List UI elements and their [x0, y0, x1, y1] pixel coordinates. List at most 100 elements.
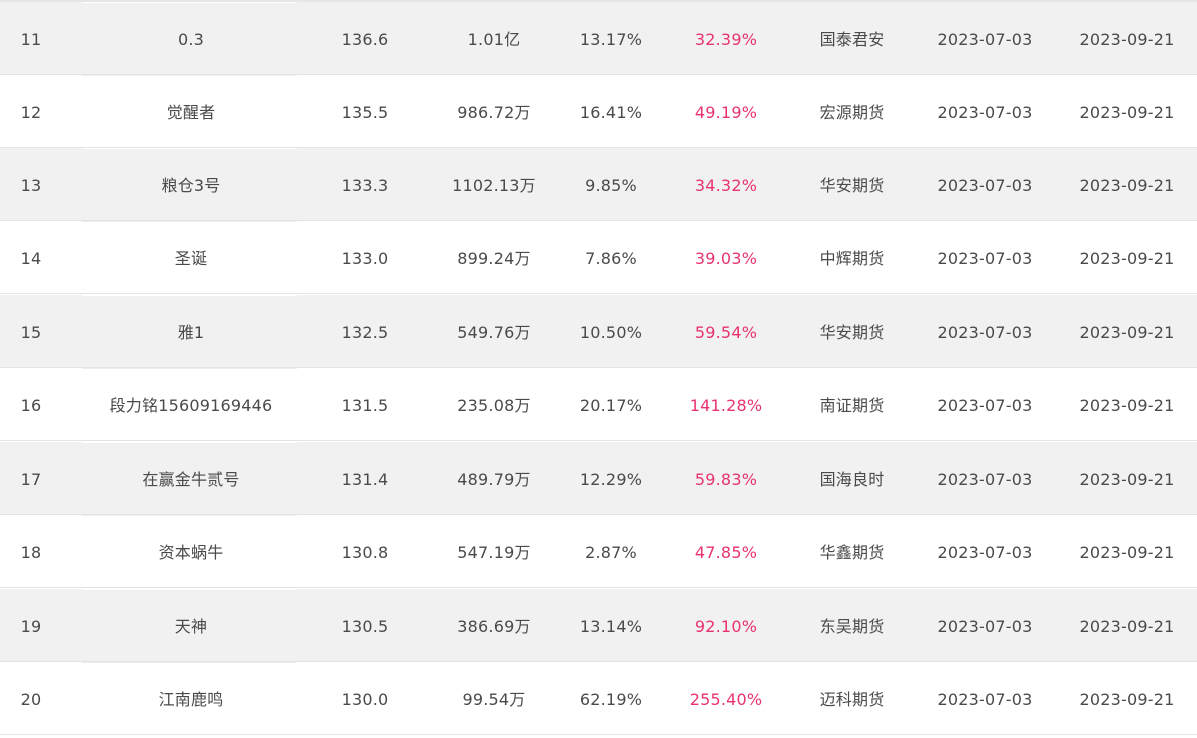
- broker-cell: 国海良时: [819, 470, 885, 489]
- table-row: 11 0.3 136.6 1.01亿 13.17% 32.39% 国泰君安 20…: [0, 2, 1197, 75]
- account-name-cell: 粮仓3号: [161, 176, 221, 195]
- end-date-cell: 2023-09-21: [1079, 470, 1175, 489]
- start-date-cell: 2023-07-03: [937, 617, 1033, 636]
- drawdown-cell: 20.17%: [579, 396, 643, 415]
- table-row: 17 在赢金牛贰号 131.4 489.79万 12.29% 59.83% 国海…: [0, 442, 1197, 515]
- equity-cell: 547.19万: [457, 543, 531, 562]
- name-cell-separator: [82, 295, 297, 296]
- return-cell: 59.54%: [694, 323, 758, 342]
- account-name-cell: 0.3: [177, 30, 205, 49]
- end-date-cell: 2023-09-21: [1079, 103, 1175, 122]
- name-cell-separator: [82, 515, 297, 516]
- account-name-cell: 圣诞: [174, 249, 208, 268]
- score-cell: 132.5: [341, 323, 389, 342]
- equity-cell: 986.72万: [457, 103, 531, 122]
- rank-cell: 18: [20, 543, 42, 562]
- drawdown-cell: 2.87%: [585, 543, 637, 562]
- table-row: 19 天神 130.5 386.69万 13.14% 92.10% 东吴期货 2…: [0, 589, 1197, 662]
- score-cell: 130.0: [341, 690, 389, 709]
- name-cell-separator: [82, 368, 297, 369]
- broker-cell: 国泰君安: [819, 30, 885, 49]
- name-cell-separator: [82, 221, 297, 222]
- rank-cell: 15: [20, 323, 42, 342]
- end-date-cell: 2023-09-21: [1079, 617, 1175, 636]
- rank-cell: 20: [20, 690, 42, 709]
- return-cell: 59.83%: [694, 470, 758, 489]
- equity-cell: 386.69万: [457, 617, 531, 636]
- name-cell-separator: [82, 442, 297, 443]
- start-date-cell: 2023-07-03: [937, 470, 1033, 489]
- broker-cell: 华安期货: [819, 176, 885, 195]
- rank-cell: 16: [20, 396, 42, 415]
- drawdown-cell: 12.29%: [579, 470, 643, 489]
- end-date-cell: 2023-09-21: [1079, 396, 1175, 415]
- table-top-border: [0, 0, 1197, 2]
- rank-cell: 12: [20, 103, 42, 122]
- broker-cell: 东吴期货: [819, 617, 885, 636]
- return-cell: 92.10%: [694, 617, 758, 636]
- broker-cell: 南证期货: [819, 396, 885, 415]
- score-cell: 136.6: [341, 30, 389, 49]
- rank-cell: 17: [20, 470, 42, 489]
- broker-cell: 中辉期货: [819, 249, 885, 268]
- broker-cell: 华鑫期货: [819, 543, 885, 562]
- drawdown-cell: 7.86%: [585, 249, 637, 268]
- score-cell: 133.3: [341, 176, 389, 195]
- start-date-cell: 2023-07-03: [937, 323, 1033, 342]
- end-date-cell: 2023-09-21: [1079, 249, 1175, 268]
- return-cell: 49.19%: [694, 103, 758, 122]
- drawdown-cell: 10.50%: [579, 323, 643, 342]
- table-row: 15 雅1 132.5 549.76万 10.50% 59.54% 华安期货 2…: [0, 295, 1197, 368]
- equity-cell: 1102.13万: [452, 176, 536, 195]
- score-cell: 131.4: [341, 470, 389, 489]
- end-date-cell: 2023-09-21: [1079, 543, 1175, 562]
- score-cell: 133.0: [341, 249, 389, 268]
- table-row: 13 粮仓3号 133.3 1102.13万 9.85% 34.32% 华安期货…: [0, 148, 1197, 221]
- end-date-cell: 2023-09-21: [1079, 30, 1175, 49]
- equity-cell: 899.24万: [457, 249, 531, 268]
- account-name-cell: 觉醒者: [166, 103, 216, 122]
- name-cell-separator: [82, 148, 297, 149]
- account-name-cell: 天神: [174, 617, 208, 636]
- return-cell: 141.28%: [689, 396, 763, 415]
- name-cell-separator: [82, 589, 297, 590]
- account-name-cell: 段力铭15609169446: [109, 396, 273, 415]
- drawdown-cell: 13.17%: [579, 30, 643, 49]
- table-row: 12 觉醒者 135.5 986.72万 16.41% 49.19% 宏源期货 …: [0, 75, 1197, 148]
- start-date-cell: 2023-07-03: [937, 103, 1033, 122]
- end-date-cell: 2023-09-21: [1079, 690, 1175, 709]
- equity-cell: 1.01亿: [467, 30, 521, 49]
- table-row: 16 段力铭15609169446 131.5 235.08万 20.17% 1…: [0, 368, 1197, 441]
- name-cell-separator: [82, 662, 297, 663]
- table-row: 18 资本蜗牛 130.8 547.19万 2.87% 47.85% 华鑫期货 …: [0, 515, 1197, 588]
- account-name-cell: 雅1: [177, 323, 205, 342]
- drawdown-cell: 62.19%: [579, 690, 643, 709]
- name-cell-separator: [82, 2, 297, 3]
- start-date-cell: 2023-07-03: [937, 543, 1033, 562]
- equity-cell: 99.54万: [462, 690, 526, 709]
- return-cell: 47.85%: [694, 543, 758, 562]
- end-date-cell: 2023-09-21: [1079, 176, 1175, 195]
- equity-cell: 549.76万: [457, 323, 531, 342]
- return-cell: 32.39%: [694, 30, 758, 49]
- broker-cell: 华安期货: [819, 323, 885, 342]
- account-name-cell: 资本蜗牛: [158, 543, 224, 562]
- score-cell: 130.5: [341, 617, 389, 636]
- drawdown-cell: 13.14%: [579, 617, 643, 636]
- drawdown-cell: 16.41%: [579, 103, 643, 122]
- equity-cell: 235.08万: [457, 396, 531, 415]
- table-row: 14 圣诞 133.0 899.24万 7.86% 39.03% 中辉期货 20…: [0, 221, 1197, 294]
- return-cell: 255.40%: [689, 690, 763, 709]
- return-cell: 39.03%: [694, 249, 758, 268]
- account-name-cell: 江南鹿鸣: [158, 690, 224, 709]
- table-row: 20 江南鹿鸣 130.0 99.54万 62.19% 255.40% 迈科期货…: [0, 662, 1197, 735]
- rank-cell: 11: [20, 30, 42, 49]
- return-cell: 34.32%: [694, 176, 758, 195]
- equity-cell: 489.79万: [457, 470, 531, 489]
- broker-cell: 迈科期货: [819, 690, 885, 709]
- name-cell-separator: [82, 75, 297, 76]
- score-cell: 130.8: [341, 543, 389, 562]
- end-date-cell: 2023-09-21: [1079, 323, 1175, 342]
- start-date-cell: 2023-07-03: [937, 176, 1033, 195]
